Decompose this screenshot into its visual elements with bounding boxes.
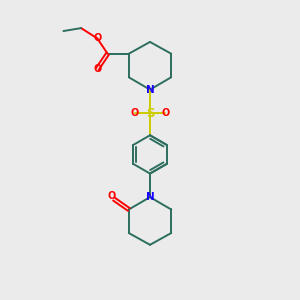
Text: N: N xyxy=(146,192,154,202)
Text: O: O xyxy=(107,191,115,201)
Text: N: N xyxy=(146,85,154,94)
Text: S: S xyxy=(146,107,154,120)
Text: O: O xyxy=(130,108,139,118)
Text: O: O xyxy=(93,33,101,43)
Text: O: O xyxy=(93,64,101,74)
Text: O: O xyxy=(161,108,170,118)
